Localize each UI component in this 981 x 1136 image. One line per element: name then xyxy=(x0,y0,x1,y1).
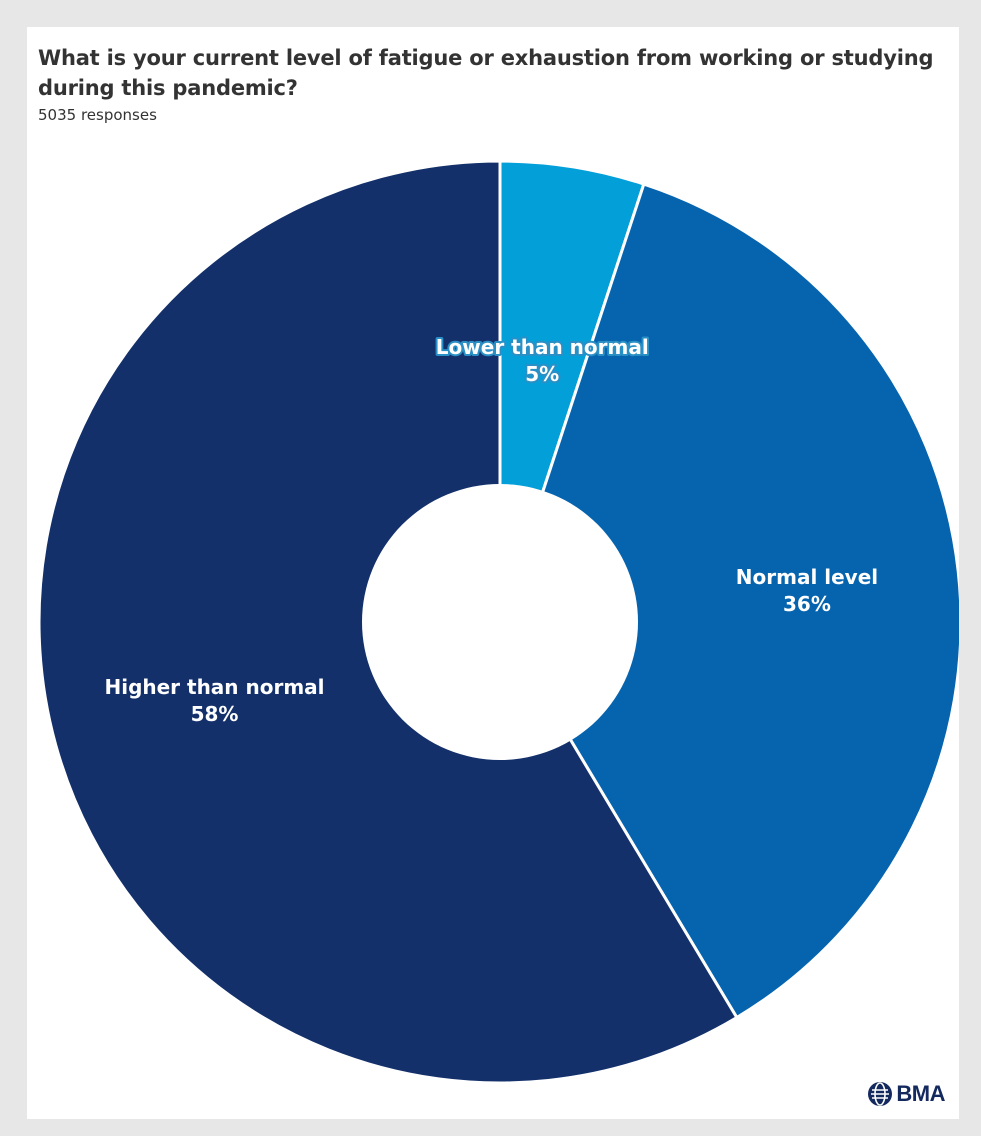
slice-label-normal-level: Normal level xyxy=(736,565,878,589)
slice-value-normal-level: 36% xyxy=(783,592,831,616)
slice-value-lower-than-normal: 5% xyxy=(525,362,559,386)
slice-value-higher-than-normal: 58% xyxy=(191,702,239,726)
slice-label-higher-than-normal: Higher than normal xyxy=(104,675,324,699)
donut-chart: Lower than normal 5% Normal level 36% Higher… xyxy=(37,159,959,1085)
slice-normal-level xyxy=(498,182,959,1020)
slice-label-lower-than-normal: Lower than normal xyxy=(436,335,649,359)
donut-hole xyxy=(362,484,638,760)
chart-title: What is your current level of fatigue or… xyxy=(38,46,934,100)
bma-globe-icon xyxy=(868,1082,893,1106)
chart-card: What is your current level of fatigue or… xyxy=(27,27,959,1119)
bma-logo-text: BMA xyxy=(896,1081,945,1106)
bma-logo: BMA xyxy=(867,1081,945,1107)
chart-subtitle: 5035 responses xyxy=(38,106,157,124)
chart-labels: Lower than normal 5% Normal level 36% Higher… xyxy=(104,333,878,726)
